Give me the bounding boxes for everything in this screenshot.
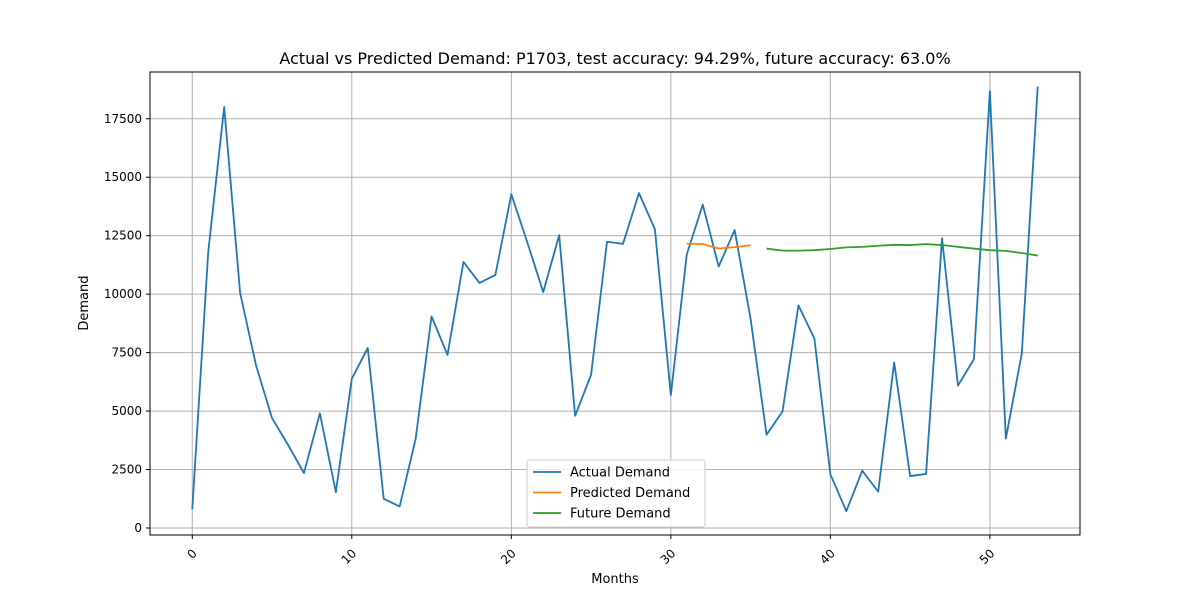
y-tick-label: 12500	[104, 229, 142, 243]
chart-title: Actual vs Predicted Demand: P1703, test …	[279, 49, 950, 68]
y-tick-label: 15000	[104, 170, 142, 184]
y-tick-label: 2500	[111, 463, 142, 477]
y-tick-label: 10000	[104, 287, 142, 301]
y-tick-label: 0	[134, 521, 142, 535]
legend-label: Future Demand	[570, 507, 671, 522]
legend-label: Predicted Demand	[570, 486, 690, 501]
x-axis-label: Months	[591, 572, 639, 587]
legend: Actual Demand Predicted Demand Future Dema…	[526, 459, 706, 528]
y-axis-label: Demand	[77, 275, 92, 330]
axis-ticks: 0 10 20 30 40 5002500500075001000012500150001…	[104, 112, 998, 567]
y-tick-label: 7500	[111, 346, 142, 360]
legend-label: Actual Demand	[570, 466, 670, 481]
legend-box	[526, 459, 706, 528]
series-line-predicted-demand	[686, 242, 751, 250]
plot-frame	[149, 71, 1081, 536]
y-tick-label: 5000	[111, 404, 142, 418]
y-tick-label: 17500	[104, 112, 142, 126]
series-layer	[191, 86, 1039, 513]
series-line-future-demand	[766, 243, 1038, 257]
series-line-actual-demand	[191, 86, 1039, 513]
